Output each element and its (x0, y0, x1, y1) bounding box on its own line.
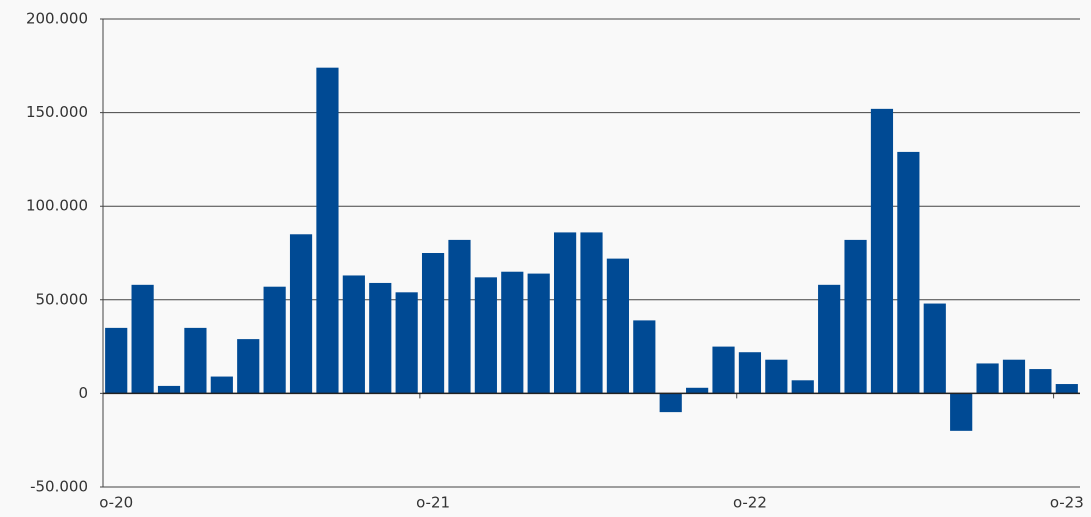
bar (316, 67, 339, 394)
bar (765, 359, 788, 394)
y-tick-label: 100.000 (26, 197, 88, 215)
bar (342, 275, 365, 394)
bar (844, 239, 867, 394)
bar (659, 393, 682, 413)
bar (1055, 384, 1078, 394)
bar (105, 327, 128, 394)
bar (976, 363, 999, 394)
bar (1002, 359, 1026, 394)
bar (527, 273, 550, 394)
x-tick-label: o-23 (1050, 494, 1084, 512)
bar (897, 151, 920, 394)
bar (738, 352, 762, 394)
bar (606, 258, 629, 394)
y-tick-label: 150.000 (26, 103, 88, 121)
bar (289, 234, 313, 394)
bar (501, 271, 524, 394)
bar (448, 239, 471, 394)
bar (369, 282, 392, 394)
y-tick-label: -50.000 (30, 478, 88, 496)
bar (870, 108, 894, 394)
bar (157, 385, 181, 394)
bar (131, 284, 154, 394)
bar (184, 327, 207, 394)
bar (950, 393, 973, 431)
bar (210, 376, 233, 394)
bar (395, 292, 418, 394)
bar (1029, 369, 1052, 394)
bar (580, 232, 603, 394)
bar (421, 253, 445, 394)
bar (791, 380, 814, 394)
x-tick-label: o-20 (99, 494, 133, 512)
bar (474, 277, 497, 394)
bar (554, 232, 577, 394)
bar (633, 320, 656, 394)
bar (712, 346, 735, 394)
y-tick-label: 50.000 (36, 290, 89, 308)
bar (818, 284, 841, 394)
bar (237, 339, 260, 394)
y-tick-label: 200.000 (26, 10, 88, 28)
bar (923, 303, 946, 394)
x-tick-label: o-22 (733, 494, 767, 512)
bar (686, 387, 709, 394)
x-tick-label: o-21 (416, 494, 450, 512)
bar (263, 286, 286, 394)
y-tick-label: 0 (78, 384, 88, 402)
